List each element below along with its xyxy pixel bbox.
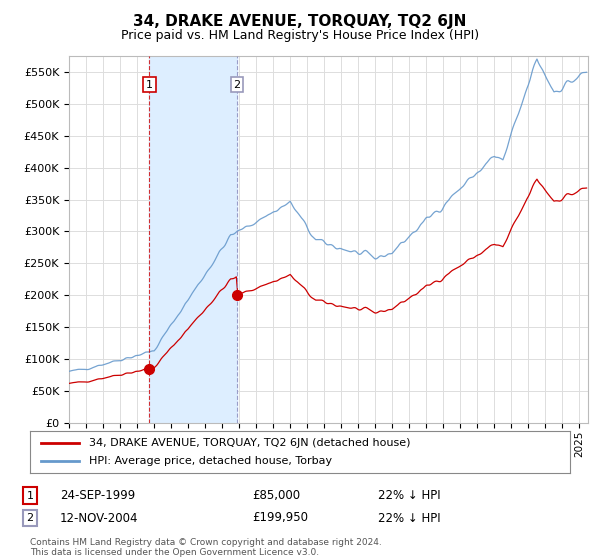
Text: £85,000: £85,000: [252, 489, 300, 502]
Text: 22% ↓ HPI: 22% ↓ HPI: [378, 511, 440, 525]
Text: HPI: Average price, detached house, Torbay: HPI: Average price, detached house, Torb…: [89, 456, 332, 466]
Text: 2: 2: [26, 513, 34, 523]
Text: £199,950: £199,950: [252, 511, 308, 525]
Text: 34, DRAKE AVENUE, TORQUAY, TQ2 6JN (detached house): 34, DRAKE AVENUE, TORQUAY, TQ2 6JN (deta…: [89, 438, 411, 448]
Text: 12-NOV-2004: 12-NOV-2004: [60, 511, 139, 525]
Text: 24-SEP-1999: 24-SEP-1999: [60, 489, 135, 502]
Text: 1: 1: [146, 80, 153, 90]
Bar: [149, 56, 237, 423]
Text: 1: 1: [26, 491, 34, 501]
Text: Contains HM Land Registry data © Crown copyright and database right 2024.
This d: Contains HM Land Registry data © Crown c…: [30, 538, 382, 557]
Text: Price paid vs. HM Land Registry's House Price Index (HPI): Price paid vs. HM Land Registry's House …: [121, 29, 479, 42]
Text: 34, DRAKE AVENUE, TORQUAY, TQ2 6JN: 34, DRAKE AVENUE, TORQUAY, TQ2 6JN: [133, 14, 467, 29]
Text: 2: 2: [233, 80, 241, 90]
Text: 22% ↓ HPI: 22% ↓ HPI: [378, 489, 440, 502]
